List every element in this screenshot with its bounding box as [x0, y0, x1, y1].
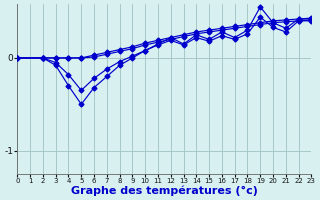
- X-axis label: Graphe des températures (°c): Graphe des températures (°c): [71, 185, 258, 196]
